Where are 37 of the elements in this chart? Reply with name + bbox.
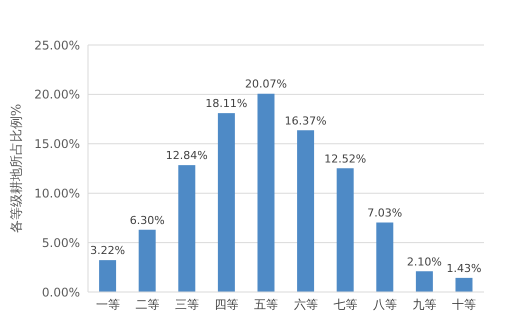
x-tick-label: 四等 [214,298,239,312]
y-tick-label: 5.00% [42,236,80,250]
y-axis-title: 各等级耕地所占比例% [10,104,25,234]
x-tick-label: 七等 [333,298,358,312]
data-label: 12.84% [166,149,208,162]
bar [455,278,472,292]
bar [376,222,394,292]
data-label: 6.30% [130,214,165,227]
bar [336,168,354,292]
x-tick-label: 二等 [135,298,160,312]
data-label: 18.11% [205,97,248,110]
data-label: 16.37% [284,114,327,128]
data-label: 20.07% [245,78,287,91]
data-label: 7.03% [367,206,402,220]
y-tick-label: 25.00% [34,38,80,52]
y-tick-label: 0.00% [42,285,80,300]
x-tick-label: 八等 [373,298,397,312]
data-label: 3.22% [90,244,126,258]
bar [138,230,156,292]
bar [178,165,196,292]
x-tick-label: 九等 [412,298,437,312]
x-tick-label: 六等 [294,298,318,312]
y-tick-label: 20.00% [34,88,80,102]
bar [99,260,116,292]
x-tick-label: 五等 [254,298,278,312]
bar [297,130,314,292]
y-tick-label: 15.00% [34,137,80,152]
data-label: 2.10% [406,255,442,268]
x-tick-label: 十等 [452,298,476,312]
bar [257,94,274,292]
bar [218,113,235,292]
x-tick-label: 三等 [175,298,199,312]
data-label: 12.52% [324,152,366,166]
bar [416,271,433,292]
y-tick-label: 10.00% [34,186,80,200]
x-tick-label: 一等 [96,298,120,312]
data-label: 1.43% [446,262,482,275]
